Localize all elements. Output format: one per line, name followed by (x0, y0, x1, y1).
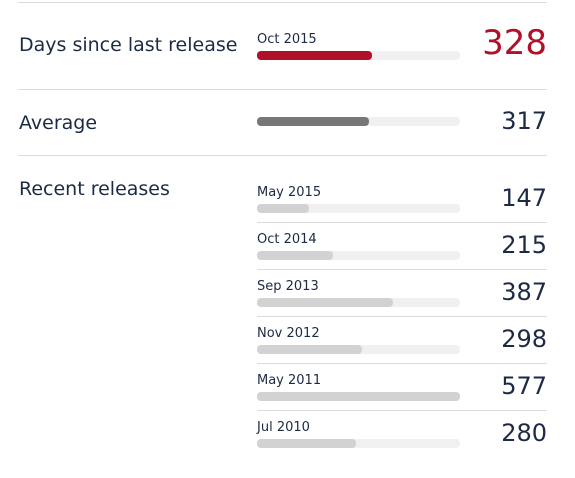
separator (18, 89, 547, 90)
separator (257, 316, 547, 317)
bar (257, 204, 309, 213)
days-value: 387 (501, 278, 547, 306)
row-label: Days since last release (19, 34, 238, 56)
date-label: Jul 2010 (257, 420, 310, 435)
bar (257, 51, 373, 60)
bar-track (257, 439, 460, 448)
date-label: Nov 2012 (257, 326, 320, 341)
days-value: 328 (482, 23, 547, 63)
separator (18, 155, 547, 156)
bar (257, 345, 362, 354)
bar (257, 298, 394, 307)
days-value: 147 (501, 184, 547, 212)
bar-track (257, 251, 460, 260)
separator (257, 410, 547, 411)
row-label: Recent releases (19, 178, 170, 200)
bar (257, 439, 356, 448)
row-label: Average (19, 112, 98, 134)
bar (257, 392, 460, 401)
days-value: 317 (501, 107, 547, 135)
days-value: 298 (501, 325, 547, 353)
days-value: 280 (501, 419, 547, 447)
separator (18, 2, 547, 3)
bar-track (257, 204, 460, 213)
bar (257, 251, 333, 260)
separator (257, 269, 547, 270)
date-label: Oct 2015 (257, 32, 317, 47)
separator (257, 222, 547, 223)
bar (257, 117, 369, 126)
date-label: Sep 2013 (257, 279, 319, 294)
date-label: May 2011 (257, 373, 322, 388)
separator (257, 363, 547, 364)
date-label: Oct 2014 (257, 232, 317, 247)
days-value: 577 (501, 372, 547, 400)
days-value: 215 (501, 231, 547, 259)
date-label: May 2015 (257, 185, 322, 200)
